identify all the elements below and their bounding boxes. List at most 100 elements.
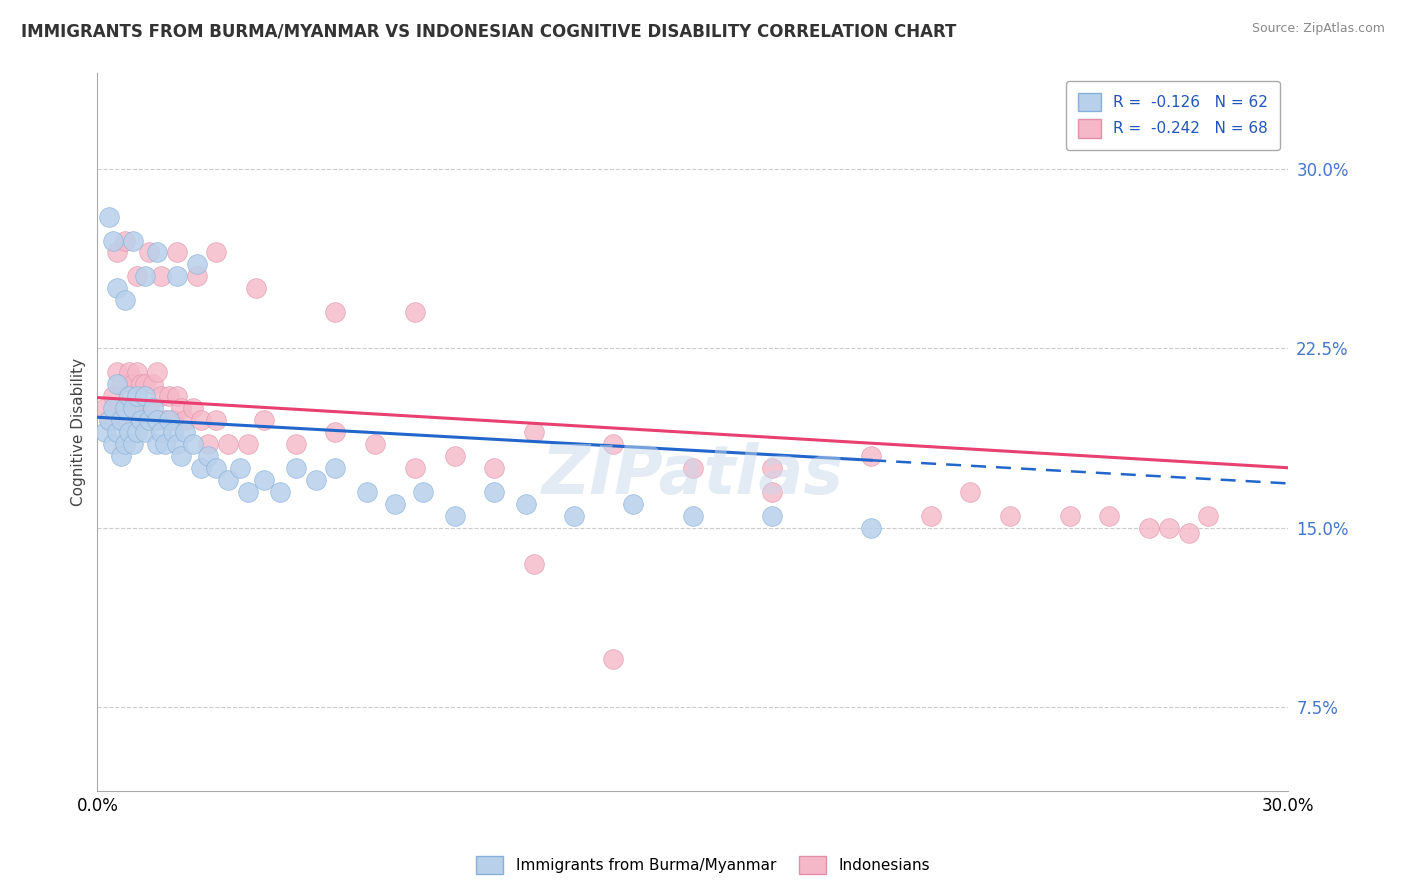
Point — [105, 401, 128, 415]
Point — [253, 413, 276, 427]
Point — [197, 437, 219, 451]
Point — [114, 401, 136, 415]
Point — [621, 497, 644, 511]
Point — [325, 305, 347, 319]
Point — [138, 245, 160, 260]
Point — [190, 413, 212, 427]
Point — [118, 425, 141, 439]
Point — [269, 484, 291, 499]
Point — [142, 377, 165, 392]
Point — [284, 461, 307, 475]
Point — [149, 425, 172, 439]
Point — [103, 389, 125, 403]
Point — [166, 269, 188, 284]
Point — [482, 461, 505, 475]
Point — [125, 389, 148, 403]
Point — [114, 234, 136, 248]
Point — [103, 437, 125, 451]
Point — [94, 425, 117, 439]
Point — [998, 508, 1021, 523]
Point — [186, 257, 208, 271]
Point — [114, 293, 136, 308]
Point — [122, 401, 145, 415]
Point — [134, 413, 156, 427]
Point — [125, 365, 148, 379]
Point — [860, 449, 883, 463]
Point — [253, 473, 276, 487]
Point — [157, 389, 180, 403]
Point — [217, 437, 239, 451]
Point — [404, 461, 426, 475]
Point — [118, 365, 141, 379]
Legend: Immigrants from Burma/Myanmar, Indonesians: Immigrants from Burma/Myanmar, Indonesia… — [470, 850, 936, 880]
Point — [229, 461, 252, 475]
Point — [186, 269, 208, 284]
Point — [304, 473, 326, 487]
Point — [114, 437, 136, 451]
Point — [129, 377, 152, 392]
Point — [110, 413, 132, 427]
Point — [1059, 508, 1081, 523]
Point — [118, 389, 141, 403]
Point — [205, 413, 228, 427]
Point — [105, 425, 128, 439]
Point — [1177, 525, 1199, 540]
Point — [125, 401, 148, 415]
Point — [105, 377, 128, 392]
Point — [920, 508, 942, 523]
Point — [245, 281, 267, 295]
Point — [443, 508, 465, 523]
Point — [682, 508, 704, 523]
Point — [162, 425, 184, 439]
Point — [562, 508, 585, 523]
Point — [1157, 521, 1180, 535]
Point — [105, 245, 128, 260]
Point — [181, 401, 204, 415]
Point — [98, 413, 121, 427]
Point — [103, 401, 125, 415]
Point — [129, 413, 152, 427]
Point — [217, 473, 239, 487]
Point — [197, 449, 219, 463]
Point — [134, 425, 156, 439]
Point — [122, 234, 145, 248]
Point — [114, 401, 136, 415]
Point — [138, 401, 160, 415]
Point — [602, 437, 624, 451]
Point — [110, 449, 132, 463]
Point — [149, 269, 172, 284]
Point — [325, 461, 347, 475]
Point — [181, 437, 204, 451]
Point — [325, 425, 347, 439]
Point — [105, 365, 128, 379]
Point — [602, 652, 624, 666]
Point — [118, 401, 141, 415]
Point — [1198, 508, 1220, 523]
Point — [959, 484, 981, 499]
Legend: R =  -0.126   N = 62, R =  -0.242   N = 68: R = -0.126 N = 62, R = -0.242 N = 68 — [1066, 80, 1281, 150]
Point — [1137, 521, 1160, 535]
Point — [153, 413, 176, 427]
Point — [761, 461, 783, 475]
Point — [125, 425, 148, 439]
Point — [236, 484, 259, 499]
Point — [146, 437, 169, 451]
Point — [98, 413, 121, 427]
Point — [138, 413, 160, 427]
Point — [682, 461, 704, 475]
Point — [94, 401, 117, 415]
Point — [122, 437, 145, 451]
Point — [1098, 508, 1121, 523]
Point — [523, 425, 546, 439]
Point — [149, 389, 172, 403]
Point — [157, 413, 180, 427]
Point — [125, 269, 148, 284]
Point — [146, 413, 169, 427]
Point — [173, 425, 195, 439]
Point — [122, 377, 145, 392]
Point — [384, 497, 406, 511]
Point — [146, 413, 169, 427]
Point — [166, 389, 188, 403]
Point — [162, 413, 184, 427]
Point — [443, 449, 465, 463]
